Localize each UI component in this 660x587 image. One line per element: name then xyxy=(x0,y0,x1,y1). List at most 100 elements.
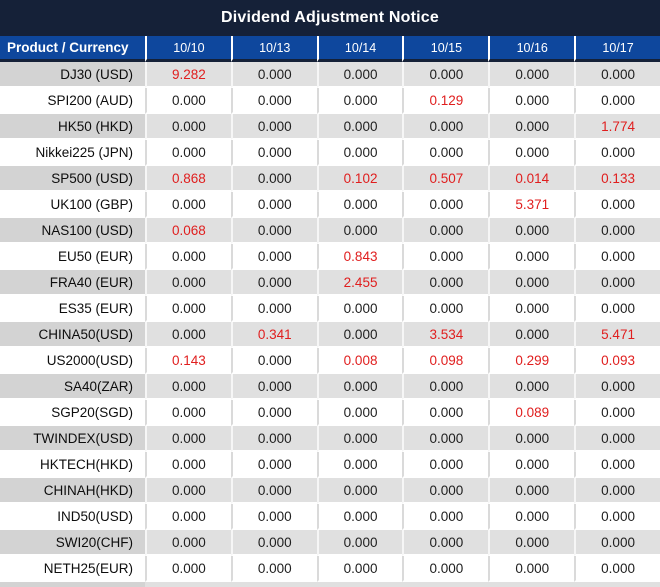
product-cell: SGP20(SGD) xyxy=(0,400,145,426)
value-cell: 0.000 xyxy=(574,140,660,166)
value-cell: 0.000 xyxy=(316,322,403,348)
value-cell: 0.000 xyxy=(230,556,317,582)
value-cell: 0.000 xyxy=(574,504,660,530)
value-cell: 0.000 xyxy=(316,192,403,218)
value-cell: 5.371 xyxy=(488,192,575,218)
value-cell: 0.000 xyxy=(145,296,231,322)
table-row: TWINDEX(USD) 0.000 0.000 0.000 0.000 0.000 0.0… xyxy=(0,426,660,452)
value-cell: 0.000 xyxy=(574,426,660,452)
value-cell: 0.000 xyxy=(230,426,317,452)
value-cell: 0.000 xyxy=(402,62,489,88)
value-cell: 0.000 xyxy=(316,452,403,478)
product-cell: SWI20(CHF) xyxy=(0,530,145,556)
dividend-adjustment-table: Product / Currency 10/10 10/13 10/14 10/15 1… xyxy=(0,36,660,582)
value-cell: 0.000 xyxy=(145,400,231,426)
value-cell: 0.341 xyxy=(230,322,317,348)
product-cell: UK100 (GBP) xyxy=(0,192,145,218)
value-cell: 0.000 xyxy=(316,218,403,244)
value-cell: 0.000 xyxy=(145,244,231,270)
value-cell: 0.000 xyxy=(574,192,660,218)
value-cell: 3.534 xyxy=(402,322,489,348)
value-cell: 0.000 xyxy=(488,88,575,114)
value-cell: 0.000 xyxy=(488,218,575,244)
value-cell: 0.143 xyxy=(145,348,231,374)
value-cell: 0.000 xyxy=(230,218,317,244)
value-cell: 0.000 xyxy=(230,140,317,166)
value-cell: 0.000 xyxy=(574,478,660,504)
value-cell: 0.000 xyxy=(488,244,575,270)
product-cell: DJ30 (USD) xyxy=(0,62,145,88)
value-cell: 0.000 xyxy=(316,504,403,530)
value-cell: 0.000 xyxy=(574,88,660,114)
value-cell: 0.000 xyxy=(230,62,317,88)
table-row: DJ30 (USD) 9.282 0.000 0.000 0.000 0.000 0.000 xyxy=(0,62,660,88)
column-header-date: 10/16 xyxy=(488,36,575,62)
value-cell: 0.000 xyxy=(316,140,403,166)
table-row: CHINAH(HKD) 0.000 0.000 0.000 0.000 0.000 0.00… xyxy=(0,478,660,504)
value-cell: 0.014 xyxy=(488,166,575,192)
bottom-edge-label-segment xyxy=(0,582,145,587)
value-cell: 0.000 xyxy=(230,452,317,478)
table-row: NAS100 (USD) 0.068 0.000 0.000 0.000 0.000 0.0… xyxy=(0,218,660,244)
value-cell: 0.000 xyxy=(488,296,575,322)
value-cell: 0.000 xyxy=(574,270,660,296)
value-cell: 0.000 xyxy=(574,452,660,478)
title-bar: Dividend Adjustment Notice xyxy=(0,0,660,36)
value-cell: 0.000 xyxy=(316,114,403,140)
column-header-date: 10/17 xyxy=(574,36,660,62)
product-cell: Nikkei225 (JPN) xyxy=(0,140,145,166)
value-cell: 0.000 xyxy=(145,270,231,296)
table-row: SWI20(CHF) 0.000 0.000 0.000 0.000 0.000 0.000 xyxy=(0,530,660,556)
value-cell: 0.000 xyxy=(145,88,231,114)
column-header-date: 10/15 xyxy=(402,36,489,62)
value-cell: 0.507 xyxy=(402,166,489,192)
value-cell: 0.000 xyxy=(230,166,317,192)
value-cell: 0.000 xyxy=(488,530,575,556)
product-cell: HKTECH(HKD) xyxy=(0,452,145,478)
value-cell: 0.000 xyxy=(402,244,489,270)
product-cell: CHINAH(HKD) xyxy=(0,478,145,504)
value-cell: 0.000 xyxy=(316,400,403,426)
value-cell: 0.000 xyxy=(402,192,489,218)
value-cell: 2.455 xyxy=(316,270,403,296)
value-cell: 0.129 xyxy=(402,88,489,114)
value-cell: 0.000 xyxy=(574,296,660,322)
value-cell: 0.000 xyxy=(230,400,317,426)
value-cell: 0.000 xyxy=(145,556,231,582)
column-header-date: 10/13 xyxy=(230,36,317,62)
value-cell: 0.000 xyxy=(145,140,231,166)
column-header-date: 10/10 xyxy=(145,36,231,62)
table-row: CHINA50(USD) 0.000 0.341 0.000 3.534 0.000 5.4… xyxy=(0,322,660,348)
value-cell: 1.774 xyxy=(574,114,660,140)
value-cell: 0.000 xyxy=(316,556,403,582)
value-cell: 0.068 xyxy=(145,218,231,244)
value-cell: 0.000 xyxy=(230,244,317,270)
product-cell: SA40(ZAR) xyxy=(0,374,145,400)
value-cell: 0.000 xyxy=(488,322,575,348)
table-row: HK50 (HKD) 0.000 0.000 0.000 0.000 0.000 1.774 xyxy=(0,114,660,140)
product-cell: SP500 (USD) xyxy=(0,166,145,192)
value-cell: 0.000 xyxy=(402,296,489,322)
table-header-row: Product / Currency 10/10 10/13 10/14 10/15 1… xyxy=(0,36,660,62)
value-cell: 0.000 xyxy=(230,192,317,218)
value-cell: 0.000 xyxy=(488,556,575,582)
value-cell: 0.299 xyxy=(488,348,575,374)
value-cell: 0.000 xyxy=(230,114,317,140)
value-cell: 0.000 xyxy=(488,478,575,504)
value-cell: 0.000 xyxy=(316,478,403,504)
value-cell: 0.843 xyxy=(316,244,403,270)
value-cell: 0.000 xyxy=(402,478,489,504)
table-row: SA40(ZAR) 0.000 0.000 0.000 0.000 0.000 0.000 xyxy=(0,374,660,400)
value-cell: 0.000 xyxy=(316,426,403,452)
value-cell: 0.000 xyxy=(488,62,575,88)
value-cell: 0.000 xyxy=(145,504,231,530)
value-cell: 0.008 xyxy=(316,348,403,374)
value-cell: 0.000 xyxy=(230,478,317,504)
table-body: DJ30 (USD) 9.282 0.000 0.000 0.000 0.000 0.000… xyxy=(0,62,660,582)
value-cell: 0.000 xyxy=(574,530,660,556)
value-cell: 0.000 xyxy=(230,374,317,400)
product-cell: CHINA50(USD) xyxy=(0,322,145,348)
table-row: HKTECH(HKD) 0.000 0.000 0.000 0.000 0.000 0.00… xyxy=(0,452,660,478)
value-cell: 0.000 xyxy=(230,348,317,374)
value-cell: 0.000 xyxy=(402,504,489,530)
